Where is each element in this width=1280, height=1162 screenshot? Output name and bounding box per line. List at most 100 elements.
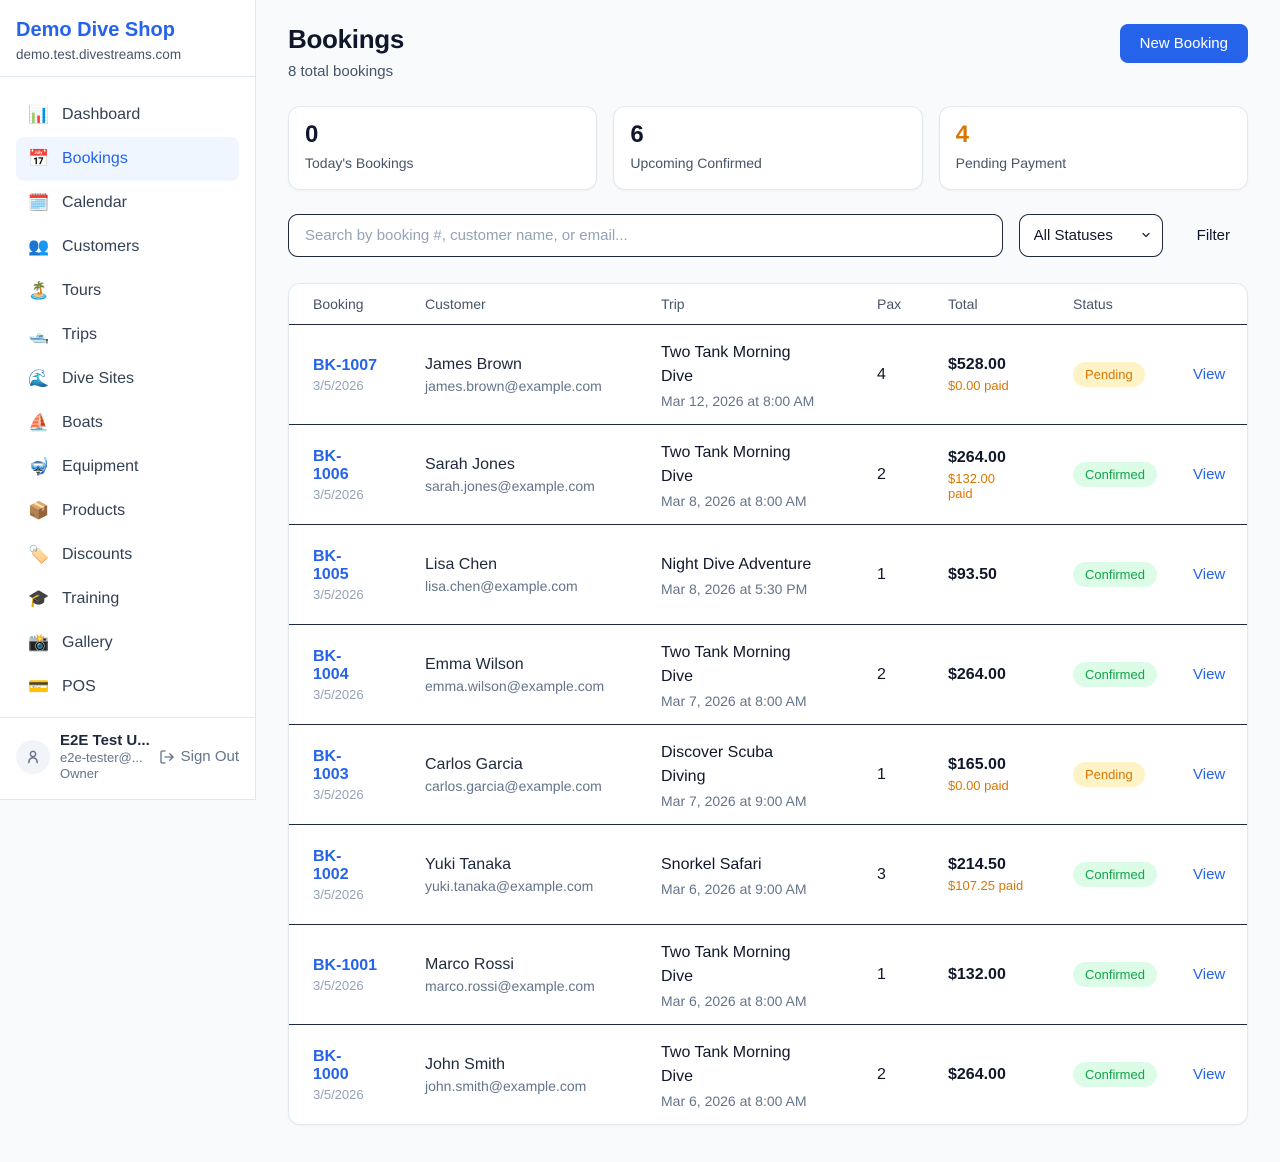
search-input[interactable]	[288, 214, 1003, 257]
stat-value: 4	[955, 121, 970, 148]
booking-id-link[interactable]: BK-1001	[313, 956, 378, 974]
booking-id-link[interactable]: BK- 1004	[313, 647, 349, 683]
table-row: BK- 1005 3/5/2026 Lisa Chen lisa.chen@ex…	[289, 524, 1247, 624]
sidebar-item-boats[interactable]: ⛵ Boats	[16, 401, 239, 445]
booking-cell: BK-1007 3/5/2026	[313, 357, 425, 393]
pax-count: 2	[877, 465, 886, 483]
status-cell: Confirmed	[1073, 962, 1193, 987]
trip-datetime: Mar 7, 2026 at 8:00 AM	[661, 692, 807, 709]
status-select[interactable]: All Statuses	[1018, 214, 1163, 257]
sidebar-item-products[interactable]: 📦 Products	[16, 489, 239, 533]
view-link[interactable]: View	[1193, 865, 1226, 883]
column-header: Status	[1073, 296, 1113, 312]
view-link[interactable]: View	[1193, 565, 1226, 583]
total-cell: $214.50 $107.25 paid	[948, 856, 1073, 893]
booking-id-link[interactable]: BK- 1005	[313, 547, 349, 583]
sign-out-button[interactable]: Sign Out	[159, 748, 239, 765]
booking-cell: BK- 1004 3/5/2026	[313, 648, 425, 702]
sidebar-item-training[interactable]: 🎓 Training	[16, 577, 239, 621]
sidebar-item-gallery[interactable]: 📸 Gallery	[16, 621, 239, 665]
trip-cell: Snorkel Safari Mar 6, 2026 at 9:00 AM	[661, 853, 877, 897]
stat-label: Upcoming Confirmed	[630, 155, 762, 172]
booking-cell: BK-1001 3/5/2026	[313, 957, 425, 993]
status-cell: Confirmed	[1073, 462, 1193, 487]
sidebar-item-pos[interactable]: 💳 POS	[16, 665, 239, 709]
stat-label: Pending Payment	[955, 155, 1067, 172]
table-row: BK-1001 3/5/2026 Marco Rossi marco.rossi…	[289, 924, 1247, 1024]
booking-date: 3/5/2026	[313, 377, 364, 393]
view-link[interactable]: View	[1193, 765, 1226, 783]
booking-id-link[interactable]: BK-1007	[313, 356, 378, 374]
filter-button[interactable]: Filter	[1179, 227, 1248, 244]
user-name: E2E Test U...	[60, 732, 150, 749]
sidebar-item-bookings[interactable]: 📅 Bookings	[16, 137, 239, 181]
sidebar-item-discounts[interactable]: 🏷️ Discounts	[16, 533, 239, 577]
sidebar-item-tours[interactable]: 🏝️ Tours	[16, 269, 239, 313]
customer-cell: Yuki Tanaka yuki.tanaka@example.com	[425, 856, 661, 894]
total-cell: $93.50	[948, 566, 1073, 584]
stat-card: 4 Pending Payment	[938, 106, 1248, 190]
status-select-wrap: All Statuses	[1018, 214, 1163, 257]
sidebar-item-dive-sites[interactable]: 🌊 Dive Sites	[16, 357, 239, 401]
page-subtitle: 8 total bookings	[288, 63, 394, 80]
column-header: Total	[948, 296, 978, 312]
stat-value: 6	[630, 121, 644, 148]
trip-name: Discover Scuba Diving	[661, 743, 774, 785]
sidebar-item-label: Trips	[62, 326, 97, 343]
booking-id-link[interactable]: BK- 1000	[313, 1047, 349, 1083]
sidebar-item-label: Calendar	[62, 194, 127, 211]
trip-cell: Night Dive Adventure Mar 8, 2026 at 5:30…	[661, 553, 877, 597]
total-amount: $528.00	[948, 356, 1006, 373]
trip-datetime: Mar 7, 2026 at 9:00 AM	[661, 792, 807, 809]
status-cell: Pending	[1073, 362, 1193, 387]
customer-email: james.brown@example.com	[425, 377, 602, 394]
trip-name: Two Tank Morning Dive	[661, 443, 791, 485]
customer-email: yuki.tanaka@example.com	[425, 877, 594, 894]
brand-header: Demo Dive Shop demo.test.divestreams.com	[0, 0, 255, 77]
brand-name[interactable]: Demo Dive Shop	[16, 19, 175, 41]
status-badge: Confirmed	[1073, 662, 1157, 687]
graduation-cap-icon: 🎓	[28, 589, 50, 608]
new-booking-button[interactable]: New Booking	[1119, 24, 1248, 63]
booking-id-link[interactable]: BK- 1006	[313, 447, 349, 483]
sidebar-item-trips[interactable]: 🛥️ Trips	[16, 313, 239, 357]
view-cell: View	[1193, 866, 1237, 884]
view-link[interactable]: View	[1193, 465, 1226, 483]
sidebar-item-equipment[interactable]: 🤿 Equipment	[16, 445, 239, 489]
booking-id-link[interactable]: BK- 1002	[313, 847, 349, 883]
filter-row: All Statuses Filter	[288, 214, 1248, 257]
total-amount: $264.00	[948, 1065, 1006, 1083]
page-header: Bookings 8 total bookings New Booking	[288, 24, 1248, 80]
sidebar-item-customers[interactable]: 👥 Customers	[16, 225, 239, 269]
trip-name: Two Tank Morning Dive	[661, 343, 791, 385]
booking-cell: BK- 1002 3/5/2026	[313, 848, 425, 902]
sidebar-item-label: Discounts	[62, 546, 133, 563]
table-row: BK- 1003 3/5/2026 Carlos Garcia carlos.g…	[289, 724, 1247, 824]
trip-datetime: Mar 8, 2026 at 8:00 AM	[661, 492, 807, 509]
sidebar-item-dashboard[interactable]: 📊 Dashboard	[16, 93, 239, 137]
user-footer: E2E Test U... e2e-tester@... Owner Sign …	[0, 717, 255, 799]
total-amount: $93.50	[948, 565, 997, 583]
customer-cell: Carlos Garcia carlos.garcia@example.com	[425, 756, 661, 794]
view-cell: View	[1193, 366, 1237, 384]
sidebar-item-calendar[interactable]: 🗓️ Calendar	[16, 181, 239, 225]
view-link[interactable]: View	[1193, 1065, 1226, 1083]
table-row: BK- 1004 3/5/2026 Emma Wilson emma.wilso…	[289, 624, 1247, 724]
page-title: Bookings	[288, 24, 405, 54]
stat-card: 0 Today's Bookings	[288, 106, 598, 190]
view-cell: View	[1193, 466, 1237, 484]
person-icon	[28, 750, 38, 763]
diving-mask-icon: 🤿	[28, 457, 50, 476]
total-amount: $165.00	[948, 756, 1006, 773]
trip-datetime: Mar 12, 2026 at 8:00 AM	[661, 392, 815, 409]
booking-id-link[interactable]: BK- 1003	[313, 747, 349, 783]
view-link[interactable]: View	[1193, 965, 1226, 983]
view-link[interactable]: View	[1193, 365, 1226, 383]
people-icon: 👥	[28, 237, 50, 256]
trip-cell: Two Tank Morning Dive Mar 6, 2026 at 8:0…	[661, 941, 877, 1009]
customer-email: marco.rossi@example.com	[425, 977, 595, 994]
status-cell: Confirmed	[1073, 662, 1193, 687]
view-link[interactable]: View	[1193, 665, 1226, 683]
pax-count: 1	[877, 765, 886, 783]
pax-count: 4	[877, 365, 886, 383]
